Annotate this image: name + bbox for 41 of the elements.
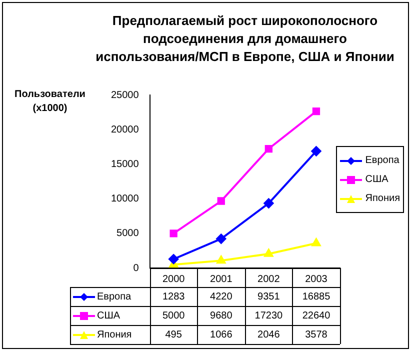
x-tick-label: 2002 [258,274,280,285]
y-tick-label: 10000 [110,194,140,205]
point [312,108,320,116]
data-label: 9680 [210,310,233,322]
text: США [97,310,120,322]
y-tick-label: 5000 [116,228,140,240]
point [264,144,273,153]
point [217,197,225,205]
point [216,234,226,244]
point [312,238,321,246]
legend-label: Япония [365,193,400,204]
y-tick-label: 0 [133,262,140,274]
data-label: 17230 [254,310,284,322]
x-tick-label: 2001 [210,274,233,285]
data-label: 4220 [210,291,233,302]
point [264,248,274,257]
y-axis-title: Пользователи (x1000) [14,88,86,116]
data-label: 9351 [258,291,280,302]
point [170,230,178,238]
legend-label: Европа [365,155,400,166]
point [168,254,179,264]
x-tick-label: 2000 [162,274,186,285]
data-label: 1066 [210,329,233,340]
data-label: 1283 [162,291,186,302]
x-tick-label: 2003 [305,274,328,285]
chart-title: Предполагаемый рост широкополосного подсоединения для домашнего использования/МСП в Европе, США и Японии [94,12,396,66]
y-tick-label: 25000 [110,90,140,101]
data-label: 22640 [302,310,331,322]
point [311,146,322,156]
legend-label: США [365,174,388,185]
data-label: 2046 [258,329,280,340]
text: Европа [97,291,132,302]
point [264,198,274,208]
y-tick-label: 20000 [110,124,140,136]
y-tick-label: 15000 [110,158,140,170]
data-label: 16885 [302,291,331,302]
data-label: 495 [165,329,182,340]
data-label: 5000 [162,310,186,322]
data-label: 3578 [305,329,328,340]
text: Япония [97,329,132,340]
point [216,256,226,264]
